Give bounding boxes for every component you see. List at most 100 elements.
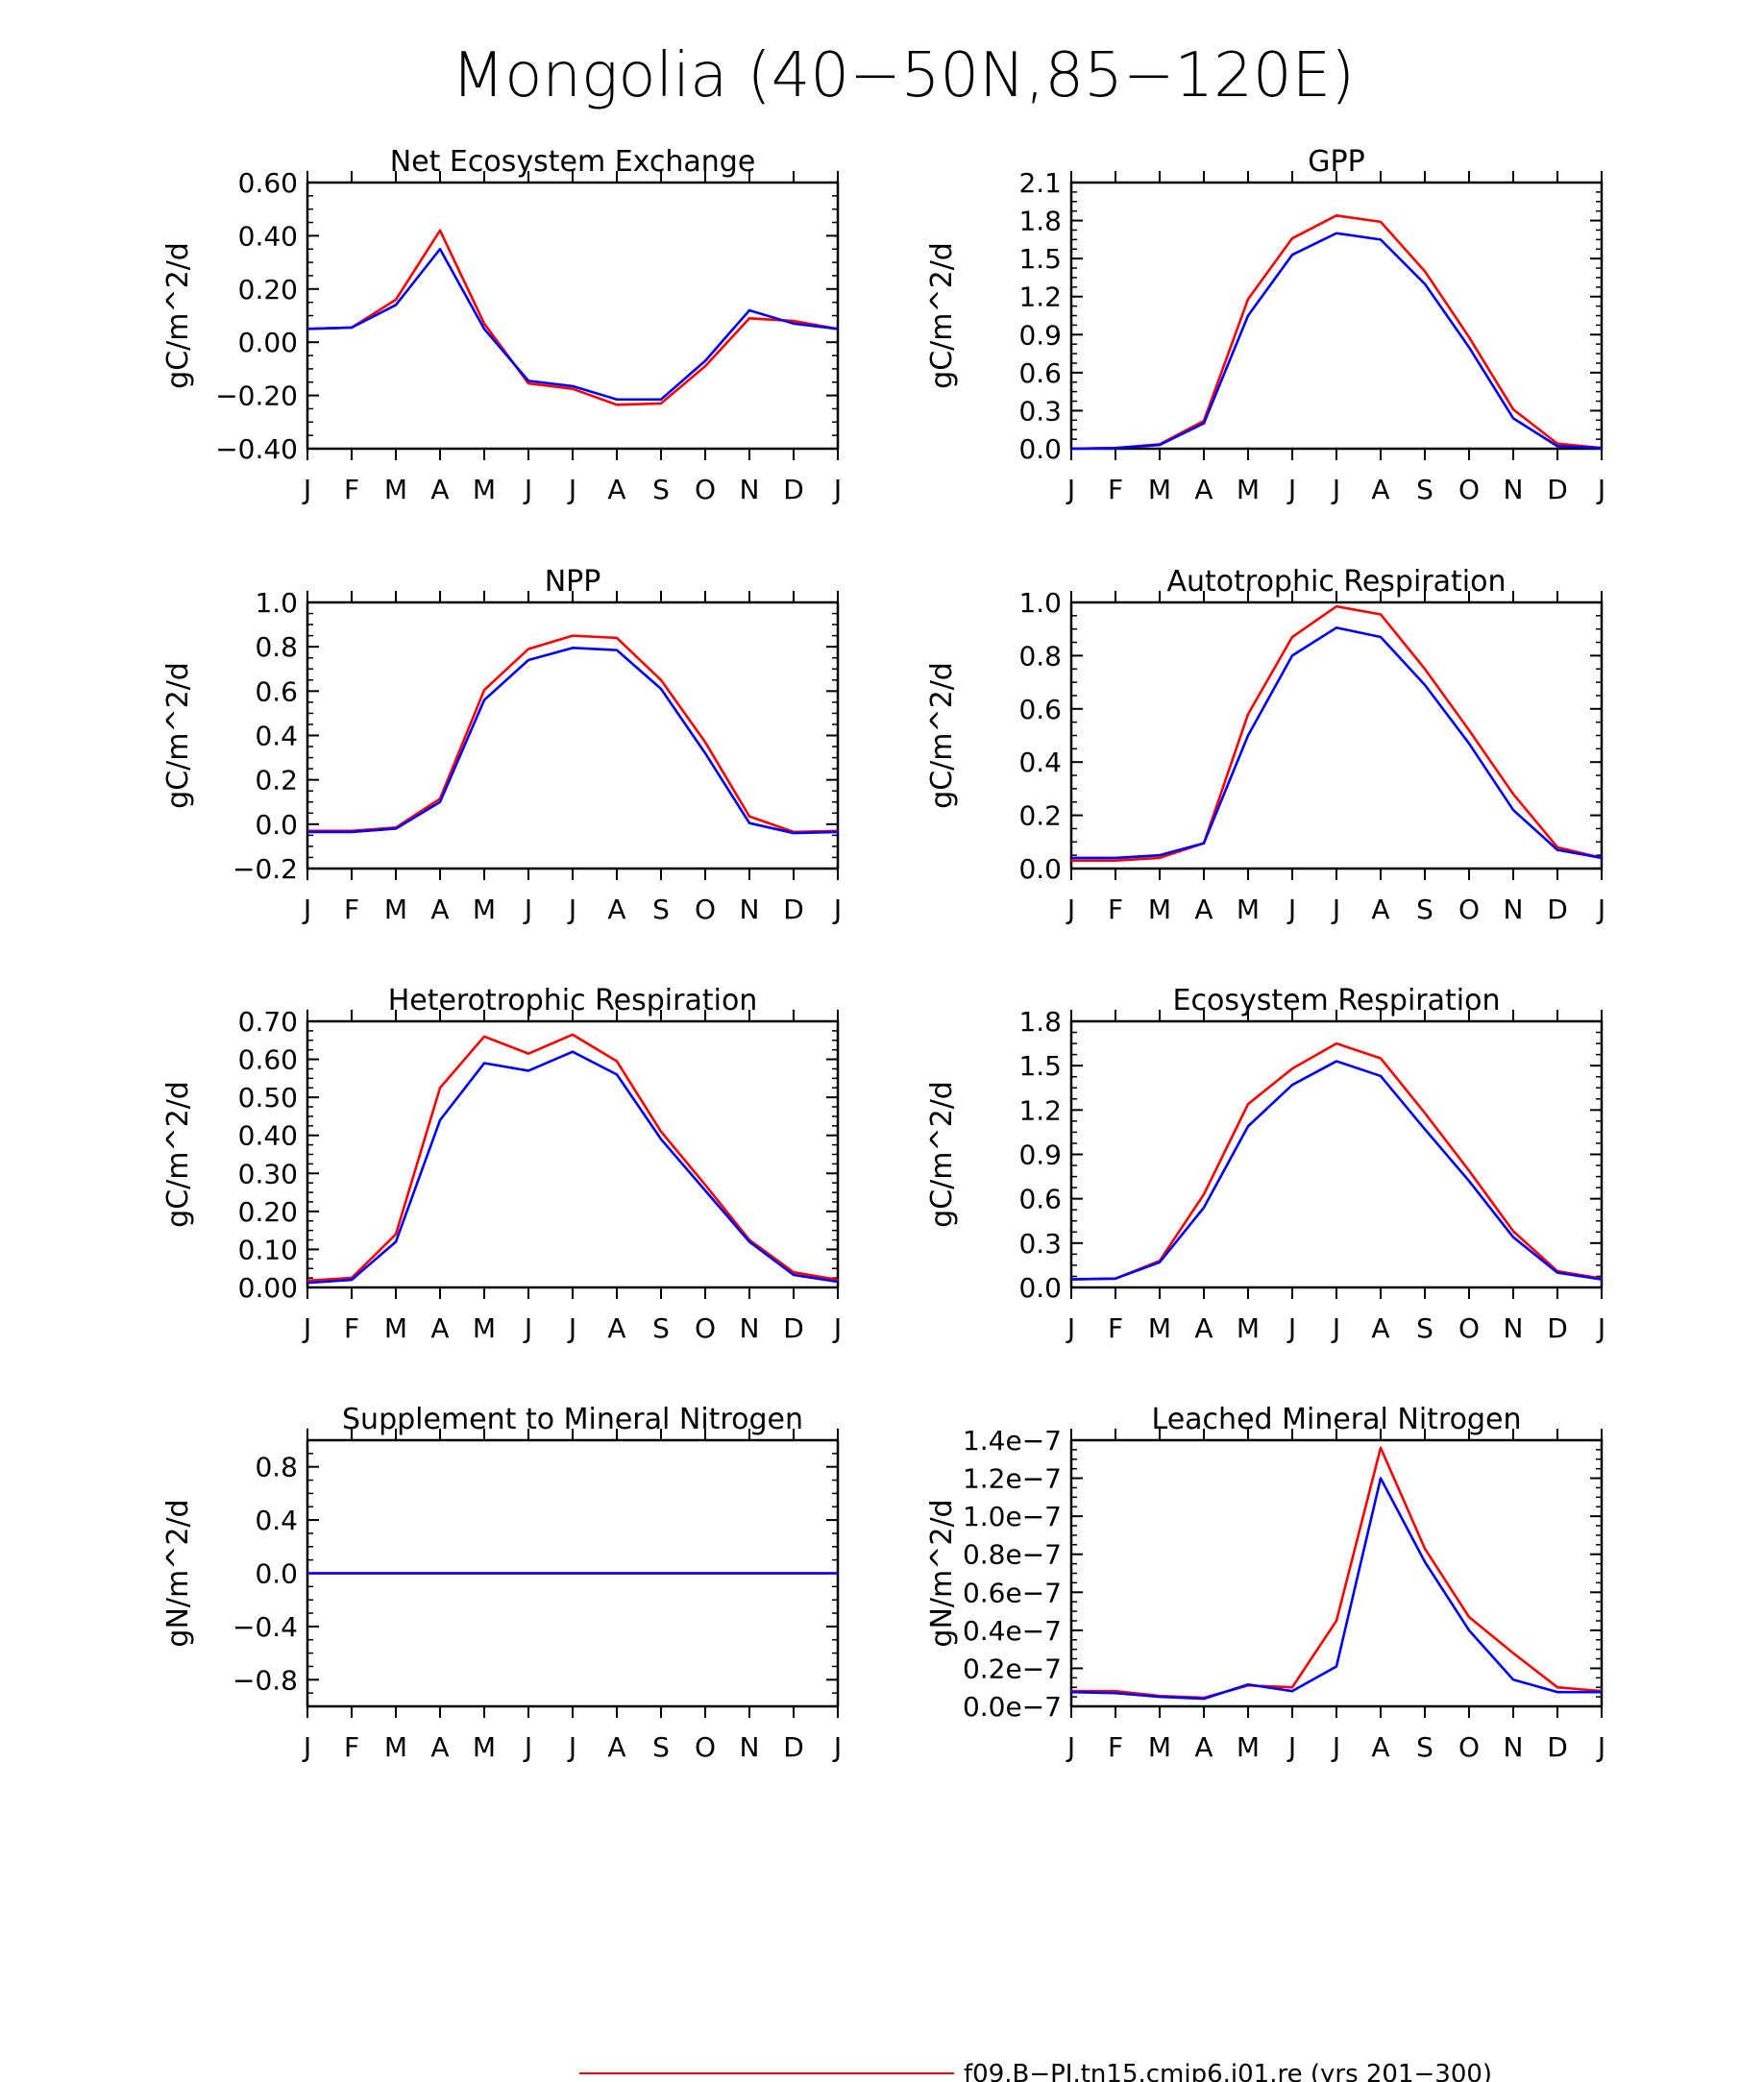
x-tick-label: A xyxy=(1371,1312,1389,1344)
y-tick-label: 0.0 xyxy=(255,809,298,841)
figure-title: Mongolia (40−50N,85−120E) xyxy=(452,40,1355,111)
x-tick-label: J xyxy=(1066,894,1075,925)
x-tick-label: S xyxy=(1416,474,1433,505)
y-axis-label: gC/m^2/d xyxy=(161,662,195,809)
x-tick-label: A xyxy=(430,474,449,505)
y-tick-label: 1.2 xyxy=(1018,282,1062,313)
y-tick-label: 0.9 xyxy=(1018,1139,1062,1171)
y-tick-label: 0.0 xyxy=(1018,433,1062,465)
x-tick-label: J xyxy=(1286,894,1296,925)
x-tick-label: D xyxy=(1547,1312,1568,1344)
y-tick-label: 0.6 xyxy=(255,675,298,707)
x-tick-label: O xyxy=(695,894,716,925)
x-tick-label: D xyxy=(1547,1731,1568,1763)
x-tick-label: M xyxy=(473,894,496,925)
x-tick-label: J xyxy=(567,1731,576,1763)
y-axis-label: gC/m^2/d xyxy=(161,1081,195,1228)
y-tick-label: −0.2 xyxy=(233,853,298,885)
y-axis-label: gC/m^2/d xyxy=(925,1081,959,1228)
y-tick-label: −0.40 xyxy=(215,433,298,465)
x-tick-label: F xyxy=(344,894,359,925)
x-tick-label: N xyxy=(1504,474,1524,505)
legend-label: f09.B−PI.tn15.cmip6.j01.re (yrs 201−300) xyxy=(964,2060,1492,2082)
x-tick-label: J xyxy=(1066,1731,1075,1763)
y-tick-label: 1.5 xyxy=(1018,1050,1062,1082)
x-tick-label: A xyxy=(1371,894,1389,925)
y-tick-label: 0.8 xyxy=(255,631,298,663)
x-tick-label: F xyxy=(1108,1312,1123,1344)
x-tick-label: A xyxy=(1194,1731,1213,1763)
x-tick-label: A xyxy=(1194,894,1213,925)
x-tick-label: F xyxy=(1108,1731,1123,1763)
y-tick-label: 0.2 xyxy=(1018,800,1062,832)
x-tick-label: S xyxy=(652,894,670,925)
y-tick-label: 0.4e−7 xyxy=(963,1615,1062,1647)
x-tick-label: J xyxy=(567,1312,576,1344)
x-tick-label: J xyxy=(567,474,576,505)
y-tick-label: 1.4e−7 xyxy=(963,1425,1062,1457)
y-tick-label: 0.9 xyxy=(1018,319,1062,351)
y-axis-label: gC/m^2/d xyxy=(161,242,195,389)
x-tick-label: S xyxy=(1416,894,1433,925)
panel-heterotrophic-respiration: Heterotrophic RespirationgC/m^2/d0.000.1… xyxy=(161,984,842,1344)
x-tick-label: A xyxy=(607,474,625,505)
x-tick-label: J xyxy=(1286,1312,1296,1344)
y-tick-label: 0.0 xyxy=(255,1558,298,1590)
x-tick-label: J xyxy=(523,894,532,925)
x-tick-label: N xyxy=(1504,1312,1524,1344)
plot-frame xyxy=(1069,181,1604,451)
x-tick-label: O xyxy=(695,474,716,505)
x-tick-label: M xyxy=(1237,1731,1260,1763)
series-line-blue xyxy=(306,1050,839,1285)
y-tick-label: 0.3 xyxy=(1018,395,1062,427)
x-tick-label: O xyxy=(1458,894,1480,925)
x-tick-label: M xyxy=(384,1731,407,1763)
x-tick-label: F xyxy=(344,1312,359,1344)
x-tick-label: D xyxy=(783,894,804,925)
x-tick-label: A xyxy=(607,1731,625,1763)
panel-net-ecosystem-exchange: Net Ecosystem ExchangegC/m^2/d−0.40−0.20… xyxy=(161,145,842,505)
x-tick-label: J xyxy=(1331,894,1340,925)
x-tick-label: J xyxy=(1331,1312,1340,1344)
series-line-blue xyxy=(1071,626,1603,860)
x-tick-label: O xyxy=(1458,474,1480,505)
x-tick-label: N xyxy=(1504,1731,1524,1763)
x-tick-label: J xyxy=(302,474,311,505)
x-tick-label: J xyxy=(832,1731,842,1763)
x-tick-label: O xyxy=(695,1312,716,1344)
x-tick-label: A xyxy=(430,1731,449,1763)
x-tick-label: M xyxy=(384,474,407,505)
y-axis-label: gN/m^2/d xyxy=(161,1499,195,1647)
x-tick-label: A xyxy=(607,1312,625,1344)
x-tick-label: M xyxy=(1237,894,1260,925)
plot-frame xyxy=(306,600,840,870)
x-tick-label: D xyxy=(783,474,804,505)
x-tick-label: N xyxy=(740,894,760,925)
y-tick-label: 1.8 xyxy=(1018,206,1062,237)
x-tick-label: O xyxy=(1458,1731,1480,1763)
y-tick-label: 0.10 xyxy=(238,1234,298,1265)
x-tick-label: A xyxy=(607,894,625,925)
y-tick-label: 0.8 xyxy=(1018,640,1062,672)
x-tick-label: M xyxy=(1237,1312,1260,1344)
x-tick-label: F xyxy=(1108,894,1123,925)
x-tick-label: M xyxy=(1148,474,1171,505)
panel-autotrophic-respiration: Autotrophic RespirationgC/m^2/d0.00.20.4… xyxy=(925,565,1605,925)
x-tick-label: J xyxy=(1596,894,1605,925)
x-tick-label: D xyxy=(1547,894,1568,925)
y-tick-label: 0.2e−7 xyxy=(963,1653,1062,1684)
x-tick-label: A xyxy=(430,894,449,925)
y-tick-label: 0.40 xyxy=(238,220,298,252)
y-tick-label: 0.0 xyxy=(1018,853,1062,885)
y-tick-label: 0.00 xyxy=(238,1272,298,1304)
x-tick-label: J xyxy=(523,1312,532,1344)
y-tick-label: 1.2e−7 xyxy=(963,1463,1062,1495)
x-tick-label: J xyxy=(302,1312,311,1344)
x-tick-label: D xyxy=(783,1731,804,1763)
panel-leached-mineral-nitrogen: Leached Mineral NitrogengN/m^2/d0.0e−70.… xyxy=(925,1403,1605,1763)
x-tick-label: N xyxy=(740,1312,760,1344)
y-tick-label: 0.8 xyxy=(255,1452,298,1483)
y-tick-label: 0.40 xyxy=(238,1120,298,1152)
x-tick-label: D xyxy=(783,1312,804,1344)
